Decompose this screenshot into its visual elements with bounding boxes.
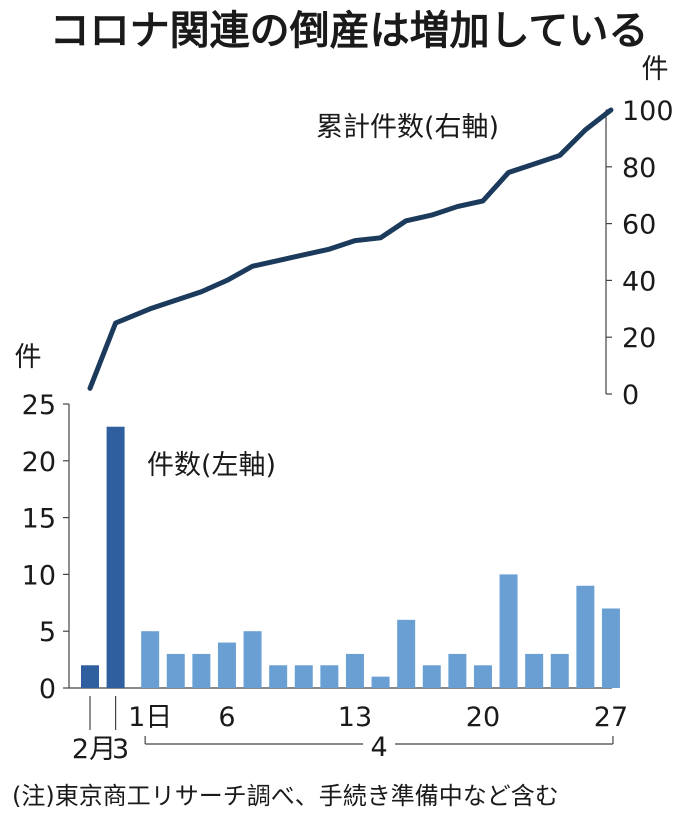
x-tick-label: 13	[338, 702, 372, 733]
axes-group	[63, 109, 614, 745]
bar	[448, 653, 467, 688]
bar	[192, 653, 211, 688]
bar	[81, 665, 99, 688]
right-axis-unit: 件	[642, 54, 669, 85]
bar	[106, 426, 125, 688]
left-tick-label: 5	[39, 617, 56, 648]
source-note: (注)東京商工リサーチ調べ、手続き準備中など含む	[12, 782, 559, 810]
left-tick-label: 15	[22, 504, 56, 535]
left-tick-label: 0	[39, 674, 56, 705]
left-tick-label: 25	[22, 390, 56, 421]
bar	[217, 642, 236, 688]
labels-group: 0510152025件020406080100件累計件数(右軸)件数(左軸)1日…	[15, 54, 674, 765]
bar	[499, 574, 518, 688]
left-tick-label: 20	[22, 447, 56, 478]
bar	[243, 631, 262, 688]
right-tick-label: 60	[622, 210, 656, 241]
right-tick-label: 100	[622, 96, 674, 127]
right-tick-label: 40	[622, 266, 656, 297]
right-tick-label: 0	[622, 380, 639, 411]
bar	[294, 665, 313, 688]
bar	[576, 585, 595, 688]
feb-month-label: 2月	[72, 734, 116, 765]
april-month-label: 4	[370, 732, 387, 763]
x-tick-label: 20	[466, 702, 500, 733]
line-series-label: 累計件数(右軸)	[316, 112, 499, 143]
feb-day-label: 3	[112, 734, 129, 765]
x-tick-label: 1日	[128, 702, 172, 733]
bars-group	[81, 426, 620, 688]
bar	[601, 608, 620, 688]
bar	[397, 619, 416, 688]
chart-title: コロナ関連の倒産は増加している	[50, 8, 649, 54]
left-axis-unit: 件	[15, 342, 42, 373]
x-tick-label: 27	[594, 702, 628, 733]
right-tick-label: 20	[622, 323, 656, 354]
bar	[473, 665, 492, 688]
bar	[550, 653, 569, 688]
bar-series-label: 件数(左軸)	[147, 450, 276, 481]
bar	[320, 665, 339, 688]
bar	[141, 631, 160, 688]
bar	[269, 665, 288, 688]
bar	[345, 653, 364, 688]
bar	[371, 676, 390, 688]
bar	[422, 665, 441, 688]
bar	[166, 653, 185, 688]
cumulative-line	[87, 107, 614, 391]
x-tick-label: 6	[218, 702, 235, 733]
right-tick-label: 80	[622, 153, 656, 184]
left-tick-label: 10	[22, 560, 56, 591]
line-group	[87, 107, 614, 391]
bar	[525, 653, 544, 688]
